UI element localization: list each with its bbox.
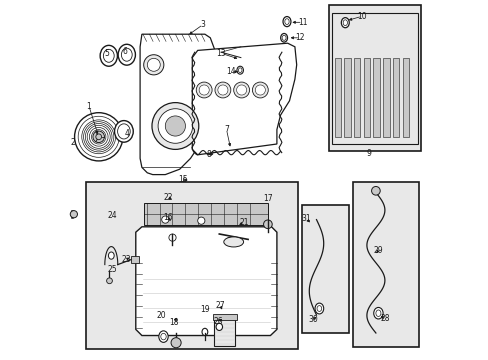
Circle shape <box>147 58 160 71</box>
Circle shape <box>236 85 246 95</box>
Ellipse shape <box>341 18 348 28</box>
Ellipse shape <box>100 45 117 66</box>
Text: 26: 26 <box>213 317 223 325</box>
Text: 14: 14 <box>225 68 235 77</box>
Ellipse shape <box>202 328 207 336</box>
Ellipse shape <box>314 303 323 314</box>
Text: 3: 3 <box>200 20 205 29</box>
Text: 12: 12 <box>295 33 305 42</box>
Polygon shape <box>140 34 215 175</box>
Bar <box>131 256 139 263</box>
Ellipse shape <box>118 44 135 65</box>
Circle shape <box>215 82 230 98</box>
Bar <box>363 58 369 137</box>
Bar <box>143 203 267 225</box>
Text: 5: 5 <box>104 49 109 58</box>
Bar <box>352 182 418 347</box>
Bar <box>213 319 235 346</box>
Text: 1: 1 <box>86 102 91 111</box>
Ellipse shape <box>373 307 382 319</box>
Bar <box>334 58 340 137</box>
Circle shape <box>252 82 268 98</box>
Text: 16: 16 <box>163 213 173 222</box>
Text: 2: 2 <box>70 138 75 147</box>
Circle shape <box>199 85 209 95</box>
Ellipse shape <box>159 331 168 342</box>
Bar <box>353 58 360 137</box>
Circle shape <box>197 217 204 224</box>
Text: 21: 21 <box>239 218 248 227</box>
Circle shape <box>93 131 104 143</box>
Text: 13: 13 <box>216 49 225 58</box>
Text: 25: 25 <box>107 266 117 274</box>
Bar <box>344 58 350 137</box>
Circle shape <box>171 338 181 348</box>
Text: 6: 6 <box>122 47 127 56</box>
Ellipse shape <box>114 121 133 142</box>
Ellipse shape <box>237 66 243 74</box>
Text: 27: 27 <box>215 301 224 310</box>
Text: 19: 19 <box>200 305 209 314</box>
Text: 17: 17 <box>263 194 272 202</box>
Ellipse shape <box>108 252 114 259</box>
Text: 31: 31 <box>301 214 310 223</box>
Bar <box>328 5 420 151</box>
Circle shape <box>152 103 199 149</box>
Circle shape <box>255 85 265 95</box>
Circle shape <box>196 82 212 98</box>
Text: 8: 8 <box>206 150 211 159</box>
Circle shape <box>218 85 227 95</box>
Text: 24: 24 <box>107 211 117 220</box>
Text: 10: 10 <box>357 12 366 21</box>
Polygon shape <box>136 227 276 336</box>
Text: 29: 29 <box>373 246 383 255</box>
Bar <box>402 58 408 137</box>
Text: 15: 15 <box>178 175 188 184</box>
Text: 7: 7 <box>224 125 228 134</box>
Circle shape <box>165 116 185 136</box>
Circle shape <box>158 109 192 143</box>
Bar <box>212 314 236 320</box>
Circle shape <box>143 55 163 75</box>
Text: 18: 18 <box>169 318 179 327</box>
Bar <box>373 58 379 137</box>
Bar <box>382 58 389 137</box>
Circle shape <box>168 234 176 241</box>
Text: 28: 28 <box>379 314 389 323</box>
Ellipse shape <box>283 17 290 27</box>
Bar <box>302 205 348 333</box>
Circle shape <box>263 220 272 229</box>
Text: 23: 23 <box>122 255 131 264</box>
Bar <box>86 182 298 349</box>
Text: 20: 20 <box>157 310 166 320</box>
Circle shape <box>106 278 112 284</box>
Text: 11: 11 <box>298 18 307 27</box>
Bar <box>392 58 399 137</box>
Circle shape <box>233 82 249 98</box>
Circle shape <box>162 216 168 223</box>
Bar <box>331 13 417 144</box>
Ellipse shape <box>216 323 222 330</box>
Circle shape <box>70 211 77 218</box>
Text: 9: 9 <box>366 149 371 158</box>
Circle shape <box>371 186 380 195</box>
Text: 22: 22 <box>163 193 173 202</box>
Polygon shape <box>192 43 296 155</box>
Ellipse shape <box>224 237 243 247</box>
Text: 4: 4 <box>125 129 130 138</box>
Ellipse shape <box>280 33 287 42</box>
Text: 30: 30 <box>307 315 317 324</box>
